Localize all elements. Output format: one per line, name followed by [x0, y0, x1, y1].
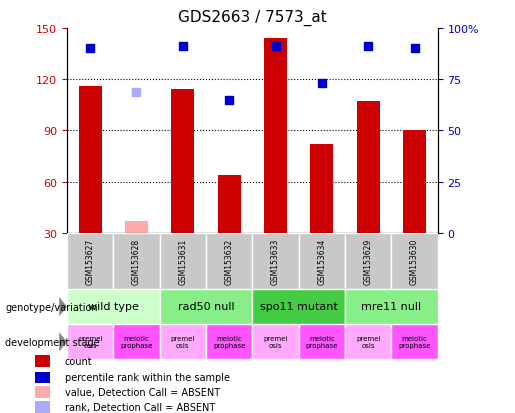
Bar [113, 324, 160, 359]
Text: count: count [65, 356, 93, 366]
Bar [160, 289, 252, 324]
Bar [160, 324, 206, 359]
Bar [345, 324, 391, 359]
Text: GSM153633: GSM153633 [271, 238, 280, 285]
Text: premei
osis: premei osis [170, 335, 195, 348]
Point [86, 46, 94, 53]
Bar [299, 324, 345, 359]
Text: rad50 null: rad50 null [178, 301, 234, 312]
Title: GDS2663 / 7573_at: GDS2663 / 7573_at [178, 10, 327, 26]
Text: meiotic
prophase: meiotic prophase [213, 335, 245, 348]
Bar [113, 233, 160, 289]
Text: wild type: wild type [88, 301, 139, 312]
Text: spo11 mutant: spo11 mutant [260, 301, 337, 312]
Text: GSM153634: GSM153634 [317, 238, 327, 285]
Bar [160, 233, 206, 289]
Text: meiotic
prophase: meiotic prophase [306, 335, 338, 348]
Point [318, 81, 326, 88]
Text: GSM153628: GSM153628 [132, 238, 141, 284]
Text: development stage: development stage [5, 337, 100, 347]
Polygon shape [59, 332, 67, 351]
Bar [67, 289, 160, 324]
Text: GSM153629: GSM153629 [364, 238, 373, 284]
Bar [391, 324, 438, 359]
Bar [217, 176, 241, 233]
Polygon shape [59, 297, 67, 316]
Bar [206, 233, 252, 289]
Bar [252, 289, 345, 324]
Point [364, 44, 372, 51]
Bar [264, 39, 287, 233]
Text: premei
osis: premei osis [356, 335, 381, 348]
Text: genotype/variation: genotype/variation [5, 302, 98, 312]
Bar [171, 90, 195, 233]
Text: rank, Detection Call = ABSENT: rank, Detection Call = ABSENT [65, 402, 215, 412]
Text: meiotic
prophase: meiotic prophase [121, 335, 152, 348]
Bar [78, 87, 101, 233]
Bar [356, 102, 380, 233]
Bar [299, 233, 345, 289]
Bar [125, 221, 148, 233]
Text: value, Detection Call = ABSENT: value, Detection Call = ABSENT [65, 387, 220, 397]
Text: premei
osis: premei osis [263, 335, 288, 348]
Bar [206, 324, 252, 359]
Bar [35, 372, 50, 383]
Point [271, 44, 280, 51]
Point [179, 44, 187, 51]
Bar [345, 289, 438, 324]
Point [410, 46, 419, 53]
Text: meiotic
prophase: meiotic prophase [399, 335, 431, 348]
Point [132, 89, 141, 95]
Text: GSM153631: GSM153631 [178, 238, 187, 284]
Bar [403, 131, 426, 233]
Bar [310, 145, 334, 233]
Bar [67, 324, 113, 359]
Point [225, 97, 233, 104]
Text: premei
osis: premei osis [78, 335, 102, 348]
Text: GSM153627: GSM153627 [85, 238, 95, 284]
Bar [67, 233, 113, 289]
Bar [35, 401, 50, 413]
Text: GSM153632: GSM153632 [225, 238, 234, 284]
Text: percentile rank within the sample: percentile rank within the sample [65, 373, 230, 382]
Bar [252, 233, 299, 289]
Text: mre11 null: mre11 null [362, 301, 421, 312]
Bar [252, 324, 299, 359]
Bar [35, 386, 50, 398]
Text: GSM153630: GSM153630 [410, 238, 419, 285]
Bar [345, 233, 391, 289]
Bar [35, 356, 50, 368]
Bar [391, 233, 438, 289]
